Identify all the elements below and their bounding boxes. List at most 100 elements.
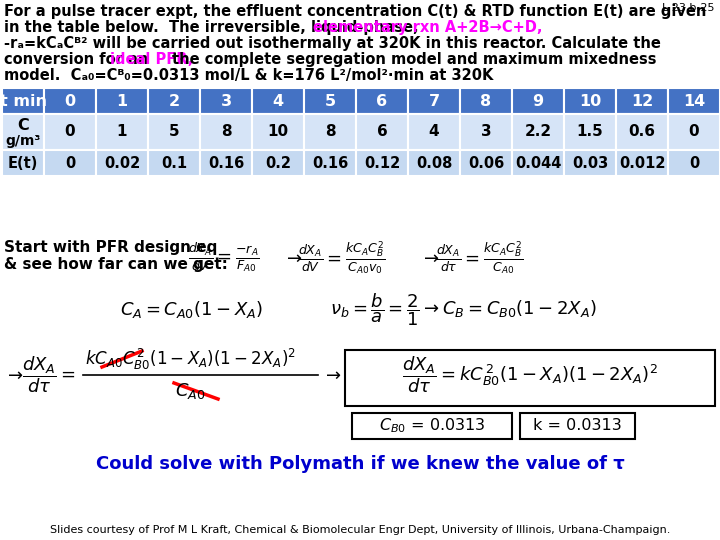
Text: 10: 10 xyxy=(267,125,289,139)
Text: -rₐ=kCₐCᴮ² will be carried out isothermally at 320K in this reactor. Calculate t: -rₐ=kCₐCᴮ² will be carried out isotherma… xyxy=(4,36,661,51)
Text: $kC_{A0}C_{B0}^{\,2}(1-X_A)(1-2X_A)^2$: $kC_{A0}C_{B0}^{\,2}(1-X_A)(1-2X_A)^2$ xyxy=(85,347,296,372)
Bar xyxy=(356,150,408,176)
Text: 1: 1 xyxy=(117,125,127,139)
Text: 0.2: 0.2 xyxy=(265,156,291,171)
Text: 3: 3 xyxy=(220,93,232,109)
Bar xyxy=(616,88,668,114)
Text: 0: 0 xyxy=(65,156,75,171)
Text: 4: 4 xyxy=(428,125,439,139)
Text: 0.03: 0.03 xyxy=(572,156,608,171)
Bar xyxy=(512,88,564,114)
Bar xyxy=(2,150,44,176)
Text: t min: t min xyxy=(0,93,47,109)
Text: $\rightarrow$: $\rightarrow$ xyxy=(283,249,302,267)
Text: 0: 0 xyxy=(64,93,76,109)
Bar xyxy=(356,114,408,150)
Text: 0.08: 0.08 xyxy=(416,156,452,171)
Text: ideal PFR,: ideal PFR, xyxy=(110,52,194,67)
Text: L 23 b-25: L 23 b-25 xyxy=(662,3,714,13)
Text: 5: 5 xyxy=(325,93,336,109)
Bar xyxy=(252,114,304,150)
Bar xyxy=(44,150,96,176)
Text: 0: 0 xyxy=(65,125,76,139)
Text: 0.12: 0.12 xyxy=(364,156,400,171)
Text: 4: 4 xyxy=(272,93,284,109)
Text: E(t): E(t) xyxy=(8,156,38,171)
Text: 6: 6 xyxy=(377,93,387,109)
Text: 2.2: 2.2 xyxy=(524,125,552,139)
Bar xyxy=(460,114,512,150)
Bar xyxy=(2,114,44,150)
Bar xyxy=(148,150,200,176)
Text: 0.012: 0.012 xyxy=(618,156,665,171)
Text: 14: 14 xyxy=(683,93,705,109)
Text: Slides courtesy of Prof M L Kraft, Chemical & Biomolecular Engr Dept, University: Slides courtesy of Prof M L Kraft, Chemi… xyxy=(50,525,670,535)
Text: g/m³: g/m³ xyxy=(5,134,41,148)
Text: $\dfrac{dX_A}{d\tau}=kC_{B0}^{\,2}(1-X_A)(1-2X_A)^2$: $\dfrac{dX_A}{d\tau}=kC_{B0}^{\,2}(1-X_A… xyxy=(402,355,658,395)
Bar xyxy=(512,150,564,176)
Text: $\frac{dX_A}{dV}=\frac{kC_AC_B^2}{C_{A0}v_0}$: $\frac{dX_A}{dV}=\frac{kC_AC_B^2}{C_{A0}… xyxy=(298,240,385,276)
Text: 1.5: 1.5 xyxy=(577,125,603,139)
Text: 3: 3 xyxy=(481,125,491,139)
Bar xyxy=(668,150,720,176)
Text: 6: 6 xyxy=(377,125,387,139)
Bar xyxy=(668,114,720,150)
Bar xyxy=(304,150,356,176)
Bar xyxy=(345,350,715,406)
Text: 0.1: 0.1 xyxy=(161,156,187,171)
Text: 0: 0 xyxy=(689,156,699,171)
Text: 8: 8 xyxy=(325,125,336,139)
Text: 1: 1 xyxy=(117,93,127,109)
Bar xyxy=(356,88,408,114)
Text: k = 0.0313: k = 0.0313 xyxy=(533,418,622,434)
Bar xyxy=(200,150,252,176)
Bar xyxy=(460,150,512,176)
Text: C: C xyxy=(17,118,29,133)
Text: conversion for an: conversion for an xyxy=(4,52,153,67)
Bar xyxy=(200,114,252,150)
Text: $\rightarrow$: $\rightarrow$ xyxy=(322,366,342,384)
Bar xyxy=(520,413,635,439)
Bar xyxy=(408,150,460,176)
Text: $\frac{dX_A}{d\tau}=\frac{kC_AC_B^2}{C_{A0}}$: $\frac{dX_A}{d\tau}=\frac{kC_AC_B^2}{C_{… xyxy=(436,240,523,276)
Text: 0.044: 0.044 xyxy=(515,156,561,171)
Text: 5: 5 xyxy=(168,125,179,139)
Text: $C_{A0}$: $C_{A0}$ xyxy=(175,381,205,401)
Bar xyxy=(96,150,148,176)
Bar xyxy=(564,88,616,114)
Text: 12: 12 xyxy=(631,93,653,109)
Bar xyxy=(200,88,252,114)
Bar xyxy=(2,88,44,114)
Text: $\frac{dX_A}{dV}=\frac{-r_A}{F_{A0}}$: $\frac{dX_A}{dV}=\frac{-r_A}{F_{A0}}$ xyxy=(188,241,259,274)
Bar xyxy=(44,114,96,150)
Bar xyxy=(96,114,148,150)
Text: $C_A = C_{A0}(1-X_A)$: $C_A = C_{A0}(1-X_A)$ xyxy=(120,300,263,321)
Text: elementary rxn A+2B→C+D,: elementary rxn A+2B→C+D, xyxy=(313,20,542,35)
Text: $\rightarrow$: $\rightarrow$ xyxy=(4,366,24,384)
Bar xyxy=(408,114,460,150)
Text: Could solve with Polymath if we knew the value of τ: Could solve with Polymath if we knew the… xyxy=(96,455,624,473)
Text: Start with PFR design eq: Start with PFR design eq xyxy=(4,240,217,255)
Bar xyxy=(616,150,668,176)
Text: $\nu_b=\dfrac{b}{a}=\dfrac{2}{1}\rightarrow C_B=C_{B0}(1-2X_A)$: $\nu_b=\dfrac{b}{a}=\dfrac{2}{1}\rightar… xyxy=(330,292,597,328)
Bar xyxy=(668,88,720,114)
Text: $C_{B0}$ = 0.0313: $C_{B0}$ = 0.0313 xyxy=(379,417,485,435)
Bar xyxy=(408,88,460,114)
Text: 0.16: 0.16 xyxy=(312,156,348,171)
Bar xyxy=(252,88,304,114)
Text: $\rightarrow$: $\rightarrow$ xyxy=(420,249,440,267)
Bar xyxy=(96,88,148,114)
Text: 0.02: 0.02 xyxy=(104,156,140,171)
Text: 0.06: 0.06 xyxy=(468,156,504,171)
Text: $\dfrac{dX_A}{d\tau}=$: $\dfrac{dX_A}{d\tau}=$ xyxy=(22,355,76,395)
Text: model.  Cₐ₀=Cᴮ₀=0.0313 mol/L & k=176 L²/mol²·min at 320K: model. Cₐ₀=Cᴮ₀=0.0313 mol/L & k=176 L²/m… xyxy=(4,68,493,83)
Bar xyxy=(564,114,616,150)
Text: 7: 7 xyxy=(428,93,440,109)
Bar xyxy=(564,150,616,176)
Text: & see how far can we get:: & see how far can we get: xyxy=(4,257,228,272)
Text: 2: 2 xyxy=(168,93,179,109)
Bar xyxy=(616,114,668,150)
Text: 8: 8 xyxy=(221,125,231,139)
Text: 9: 9 xyxy=(532,93,544,109)
Bar xyxy=(352,413,512,439)
